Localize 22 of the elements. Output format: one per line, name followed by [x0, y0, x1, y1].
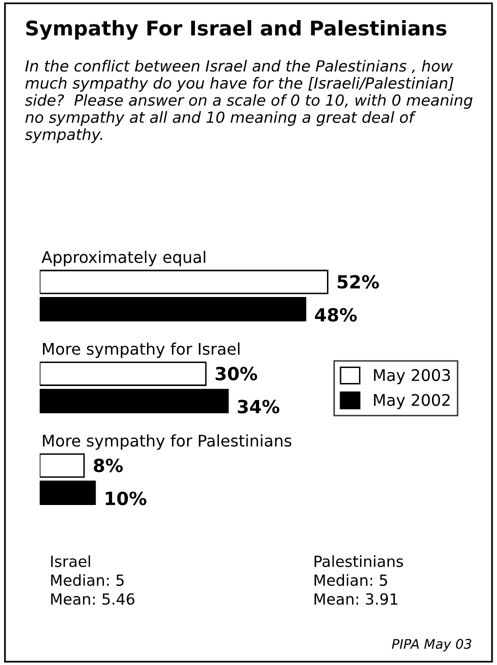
- y-tick-label: Approximately equal: [42, 250, 206, 266]
- legend-label: May 2002: [374, 394, 450, 410]
- legend-label: May 2003: [374, 369, 450, 384]
- bar: [40, 388, 229, 414]
- bar: [40, 480, 96, 505]
- data-label: 10%: [106, 492, 146, 506]
- bar: [40, 297, 306, 322]
- data-label: 30%: [216, 366, 258, 380]
- bar: [40, 453, 85, 478]
- text: Palestinians Median: 5 Mean: 3.91: [314, 555, 404, 605]
- bar: [40, 270, 328, 294]
- data-label: 48%: [314, 308, 357, 322]
- chart-title: Sympathy For Israel and Palestinians: [26, 20, 446, 40]
- y-tick-label: More sympathy for Palestinians: [42, 434, 292, 450]
- data-label: 52%: [338, 274, 379, 289]
- chart-subtitle: In the conflict between Israel and the Palestinians , how much sympathy do you have for the [Israeli/Palestinian] side? Please answer on a scale of 0 to 10, with 0 meaning no sympathy at all and 10 meaning a great deal of sympathy.: [25, 60, 472, 144]
- data-label: 8%: [94, 458, 123, 472]
- bar: [40, 362, 207, 386]
- data-label: 34%: [238, 400, 280, 414]
- text: PIPA May 03: [392, 638, 472, 652]
- text: Israel Median: 5 Mean: 5.46: [51, 555, 134, 605]
- y-tick-label: More sympathy for Israel: [42, 342, 240, 358]
